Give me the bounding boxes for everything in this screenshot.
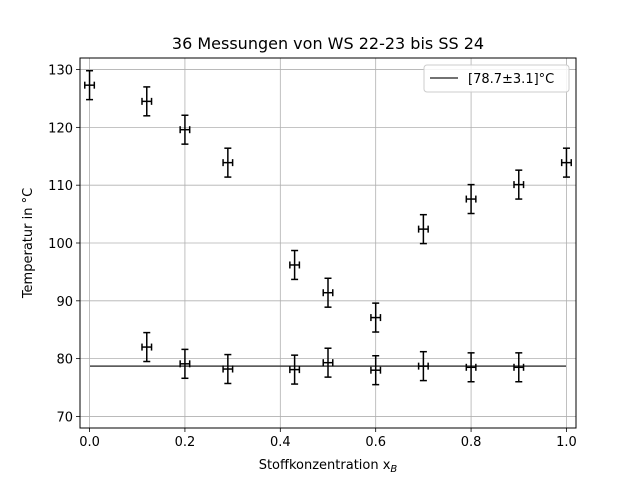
x-tick-label: 0.0: [79, 435, 100, 450]
y-ticks: 70 80 90 100 110 120 130: [48, 64, 80, 425]
legend-label: [78.7±3.1]°C: [468, 72, 554, 87]
y-tick-label: 120: [48, 121, 73, 136]
x-tick-label: 1.0: [556, 435, 577, 450]
data-point: [370, 302, 382, 333]
data-point: [179, 114, 191, 145]
x-tick-label: 0.6: [365, 435, 386, 450]
chart-title: 36 Messungen von WS 22-23 bis SS 24: [172, 34, 484, 53]
data-points: [84, 69, 572, 386]
y-tick-label: 80: [56, 353, 73, 368]
data-point: [289, 354, 301, 385]
grid: [80, 58, 576, 428]
data-point: [513, 169, 525, 200]
legend: [78.7±3.1]°C: [423, 64, 570, 93]
data-point: [417, 213, 429, 245]
data-point: [322, 347, 334, 378]
y-tick-label: 70: [56, 410, 73, 425]
data-point: [222, 147, 234, 178]
data-point: [465, 352, 477, 383]
y-tick-label: 90: [56, 295, 73, 310]
data-point: [141, 86, 153, 117]
x-tick-label: 0.2: [175, 435, 196, 450]
data-point: [84, 69, 96, 101]
y-axis-label: Temperatur in °C: [21, 188, 36, 299]
x-ticks: 0.0 0.2 0.4 0.6 0.8 1.0: [79, 428, 577, 450]
x-tick-label: 0.4: [270, 435, 291, 450]
x-axis-label: Stoffkonzentration xB: [259, 458, 398, 475]
data-point: [222, 353, 234, 385]
x-tick-label: 0.8: [461, 435, 482, 450]
data-point: [465, 183, 477, 215]
y-tick-label: 130: [48, 64, 73, 79]
x-axis-label-subscript: B: [390, 464, 397, 475]
data-point: [141, 331, 153, 363]
data-point: [513, 352, 525, 383]
data-point: [179, 348, 191, 380]
y-tick-label: 100: [48, 237, 73, 252]
data-point: [322, 277, 334, 308]
data-point: [370, 354, 382, 386]
data-point: [560, 147, 572, 178]
legend-box: [423, 64, 570, 93]
data-point: [289, 249, 301, 281]
data-point: [417, 350, 429, 382]
y-tick-label: 110: [48, 179, 73, 194]
